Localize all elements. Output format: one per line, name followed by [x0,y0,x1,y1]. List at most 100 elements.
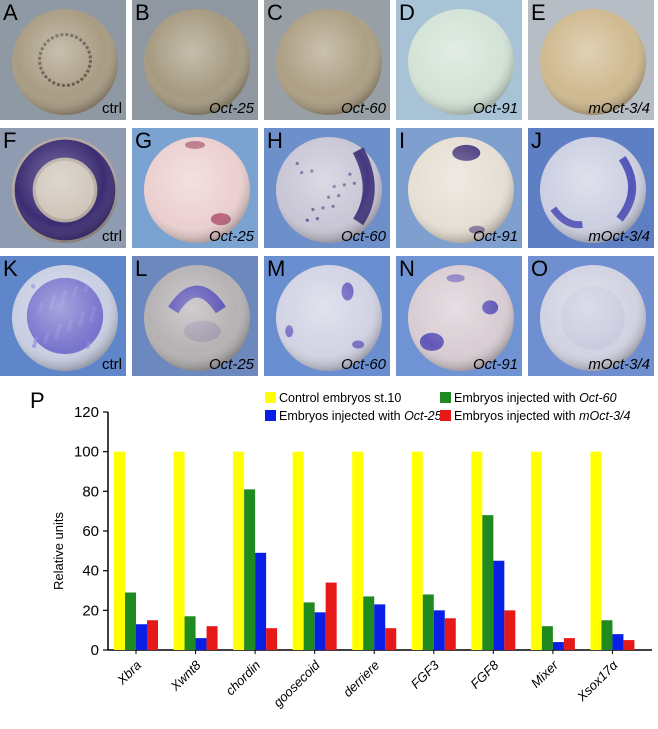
y-tick-label: 0 [91,642,99,659]
embryo-photo [132,0,258,120]
bar-FGF8-0 [471,451,483,650]
panel-letter: B [135,0,150,25]
y-tick-label: 100 [74,444,99,461]
panel-caption: ctrl [102,228,122,245]
embryo-shading [408,265,514,371]
embryo-shading [540,137,646,243]
x-tick-label: Xwnt8 [167,657,204,694]
panel-caption: Oct-91 [472,356,518,373]
expression-bar-chart: P 0 20 40 60 80 100 120 Relative units Xbra Xwnt8 c… [30,388,652,710]
panel-letter: K [3,256,18,281]
embryo-photo [264,0,390,120]
embryo-photo [264,128,390,248]
embryo-panel-m: M Oct-60 [264,256,390,376]
embryo-photo [396,256,522,376]
y-tick-label: 60 [82,523,99,540]
embryo-shading [12,137,118,243]
panel-caption: Oct-60 [340,228,386,245]
x-tick-label: goosecoid [270,657,323,710]
embryo-shading [408,137,514,243]
panel-letter: H [267,128,283,153]
embryo-panel-g: G Oct-25 [132,128,258,248]
legend-label: Embryos injected with mOct-3/4 [454,409,631,423]
embryo-shading [276,265,382,371]
x-tick-label: FGF3 [408,657,443,692]
panel-letter: E [531,0,546,25]
embryo-photo [132,256,258,376]
bar-Xwnt8-2 [195,638,207,650]
bar-derriere-0 [352,451,364,650]
bar-FGF3-2 [433,610,445,650]
embryo-shading [144,265,250,371]
panel-caption: Oct-60 [340,100,386,117]
panel-letter: I [399,128,406,153]
bar-chordin-0 [233,451,245,650]
bar-derriere-3 [385,628,397,650]
panel-letter: O [531,256,549,281]
embryo-photo [0,0,126,120]
bar-derriere-1 [363,596,375,650]
bar-Mixer-2 [552,642,564,650]
bar-Mixer-0 [530,451,542,650]
bar-Mixer-3 [563,638,575,650]
bar-FGF3-3 [444,618,456,650]
bar-FGF8-2 [493,560,505,650]
panel-letter: G [135,128,153,153]
panel-caption: Oct-91 [472,100,518,117]
bar-Xbra-2 [136,624,147,650]
embryo-panel-c: C Oct-60 [264,0,390,120]
bar-Xbra-3 [147,620,158,650]
bar-chordin-2 [255,552,267,650]
y-axis-label: Relative units [51,511,66,590]
panel-caption: ctrl [102,356,122,373]
bar-Xsox17α-2 [612,634,624,650]
panel-letter: D [399,0,415,25]
embryo-photo [528,256,654,376]
legend-swatch [265,392,276,403]
embryo-photo [396,0,522,120]
panel-letter: J [531,128,542,153]
bar-Xwnt8-3 [206,626,218,650]
bar-goosecoid-0 [292,451,304,650]
embryo-panel-b: B Oct-25 [132,0,258,120]
bar-goosecoid-1 [303,602,315,650]
bar-goosecoid-3 [325,582,337,650]
embryo-photo [264,256,390,376]
embryo-shading [12,265,118,371]
embryo-panel-n: N Oct-91 [396,256,522,376]
x-tick-label: Xbra [113,658,144,689]
bar-chordin-3 [266,628,278,650]
bar-Xsox17α-3 [623,640,635,650]
panel-caption: Oct-25 [208,100,254,117]
x-tick-label: FGF8 [467,657,502,692]
bar-goosecoid-2 [314,612,326,650]
bar-Xsox17α-1 [601,620,613,650]
embryo-photo [528,0,654,120]
embryo-panel-l: L Oct-25 [132,256,258,376]
embryo-shading [12,9,118,115]
legend-swatch [265,410,276,421]
bar-chordin-1 [244,489,256,650]
legend-label: Control embryos st.10 [279,391,401,405]
panel-caption: Oct-25 [208,356,254,373]
panel-letter: M [267,256,286,281]
panel-letter: N [399,256,415,281]
bar-Mixer-1 [541,626,553,650]
panel-caption: mOct-3/4 [588,228,650,245]
panel-caption: ctrl [102,100,122,117]
bar-FGF8-3 [504,610,516,650]
legend-swatch [440,410,451,421]
embryo-shading [276,137,382,243]
panel-caption: Oct-91 [472,228,518,245]
x-tick-label: chordin [222,658,263,699]
chart-panel-letter: P [30,388,45,413]
bar-Xsox17α-0 [590,451,602,650]
embryo-photo [396,128,522,248]
embryo-photo [0,256,126,376]
x-tick-label: Xsox17α [573,657,621,705]
x-tick-label: derriere [340,658,382,700]
